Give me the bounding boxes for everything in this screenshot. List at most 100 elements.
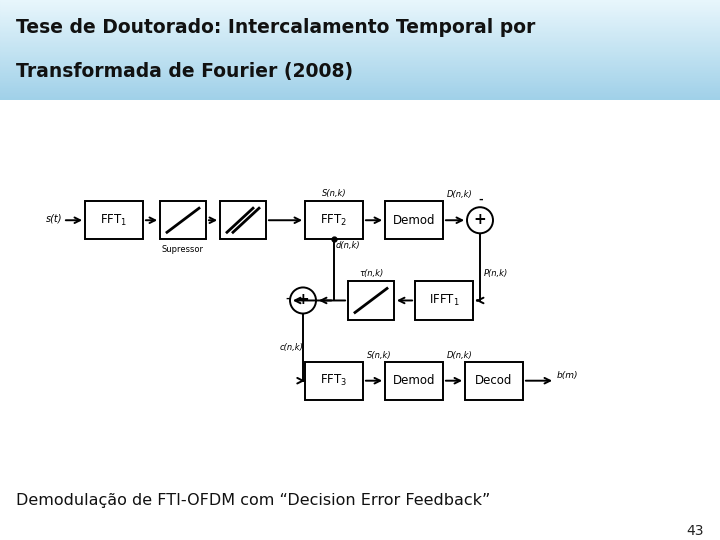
Bar	[385, 362, 443, 400]
Bar	[0, 49, 720, 50]
Bar	[0, 44, 720, 45]
Bar	[0, 4, 720, 5]
Bar	[0, 0, 720, 1]
Bar	[0, 95, 720, 96]
Bar	[0, 17, 720, 19]
Bar	[0, 84, 720, 85]
Text: b(m): b(m)	[557, 371, 578, 380]
Bar	[160, 201, 206, 239]
Bar	[0, 15, 720, 16]
Bar	[0, 69, 720, 70]
Bar	[0, 73, 720, 75]
Circle shape	[290, 287, 316, 314]
Bar	[0, 72, 720, 73]
Bar	[0, 89, 720, 90]
Text: Demodulação de FTI-OFDM com “Decision Error Feedback”: Demodulação de FTI-OFDM com “Decision Er…	[16, 492, 490, 508]
Bar	[0, 30, 720, 31]
Bar	[0, 56, 720, 57]
Bar	[0, 79, 720, 80]
Bar	[0, 35, 720, 36]
Bar	[0, 63, 720, 64]
Bar	[305, 362, 363, 400]
Bar	[0, 76, 720, 77]
Text: D(n,k): D(n,k)	[447, 190, 473, 199]
Bar	[0, 90, 720, 91]
Text: FFT$_3$: FFT$_3$	[320, 373, 348, 388]
Bar	[0, 86, 720, 87]
Bar	[0, 10, 720, 11]
Bar	[0, 9, 720, 10]
Bar	[0, 91, 720, 92]
Bar	[0, 12, 720, 14]
Bar	[415, 281, 473, 320]
Bar	[0, 46, 720, 48]
Text: d(n,k): d(n,k)	[336, 241, 361, 251]
Text: S(n,k): S(n,k)	[367, 350, 392, 360]
Bar	[348, 281, 394, 320]
Text: 43: 43	[686, 524, 703, 538]
Bar	[0, 5, 720, 6]
Bar	[0, 87, 720, 89]
Text: +: +	[297, 292, 310, 307]
Bar	[0, 80, 720, 81]
Bar	[0, 51, 720, 52]
Text: s(t): s(t)	[45, 213, 62, 223]
Bar	[0, 83, 720, 84]
Text: +: +	[474, 212, 487, 227]
Bar	[0, 19, 720, 20]
Bar	[0, 96, 720, 97]
Bar	[0, 25, 720, 26]
Text: τ(n,k): τ(n,k)	[359, 269, 383, 279]
Bar	[0, 3, 720, 4]
Text: Transformada de Fourier (2008): Transformada de Fourier (2008)	[16, 63, 353, 82]
Bar	[0, 99, 720, 100]
Text: Tese de Doutorado: Intercalamento Temporal por: Tese de Doutorado: Intercalamento Tempor…	[16, 18, 535, 37]
Text: c(n,k): c(n,k)	[279, 342, 303, 352]
Bar	[0, 61, 720, 63]
Bar	[465, 362, 523, 400]
Text: -: -	[286, 293, 290, 303]
Bar	[0, 45, 720, 46]
Bar	[0, 68, 720, 69]
Text: S(n,k): S(n,k)	[322, 189, 346, 198]
Circle shape	[467, 207, 493, 233]
Text: IFFT$_1$: IFFT$_1$	[428, 293, 459, 308]
Bar	[0, 59, 720, 60]
Bar	[0, 26, 720, 28]
Bar	[0, 40, 720, 41]
Text: Demod: Demod	[392, 374, 436, 387]
Bar	[0, 39, 720, 40]
Text: FFT$_1$: FFT$_1$	[100, 213, 127, 228]
Bar	[0, 92, 720, 93]
Bar	[0, 6, 720, 8]
Bar	[0, 32, 720, 33]
Bar	[220, 201, 266, 239]
Bar	[0, 37, 720, 39]
Bar	[0, 28, 720, 29]
Bar	[0, 75, 720, 76]
Bar	[0, 23, 720, 24]
Bar	[0, 36, 720, 37]
Bar	[0, 65, 720, 66]
Bar	[0, 16, 720, 17]
Text: P(n,k): P(n,k)	[484, 269, 508, 279]
Bar	[0, 85, 720, 86]
Bar	[0, 81, 720, 83]
Text: Decod: Decod	[475, 374, 513, 387]
Bar	[0, 50, 720, 51]
Bar	[0, 41, 720, 43]
Bar	[0, 66, 720, 68]
Bar	[0, 11, 720, 12]
Bar	[0, 97, 720, 99]
Bar	[0, 20, 720, 21]
Text: D(n,k): D(n,k)	[447, 350, 473, 360]
Bar	[85, 201, 143, 239]
Bar	[0, 60, 720, 61]
Bar	[0, 70, 720, 71]
Bar	[0, 8, 720, 9]
Bar	[0, 29, 720, 30]
Text: FFT$_2$: FFT$_2$	[320, 213, 348, 228]
Bar	[385, 201, 443, 239]
Bar	[0, 21, 720, 23]
Bar	[0, 55, 720, 56]
